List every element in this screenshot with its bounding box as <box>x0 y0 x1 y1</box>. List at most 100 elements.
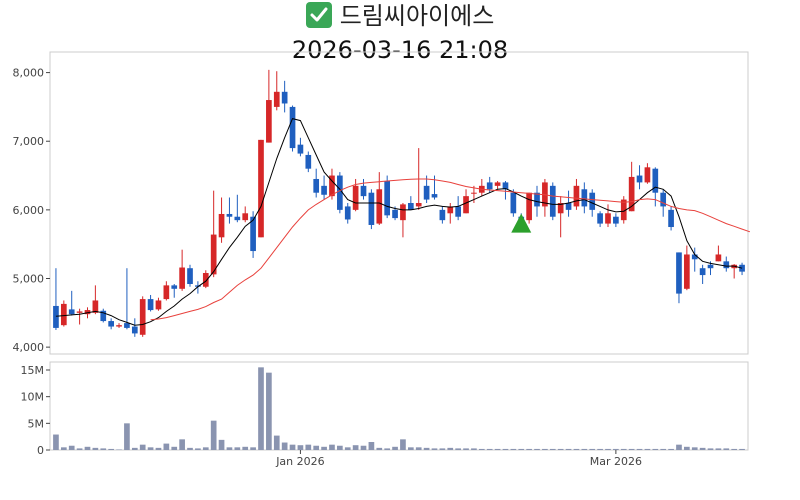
candle <box>289 105 296 152</box>
volume-bar <box>305 444 312 450</box>
volume-bar <box>494 448 501 450</box>
candle-body <box>368 192 375 225</box>
volume-bar <box>84 446 91 450</box>
candle-body <box>139 299 146 335</box>
volume-bar <box>92 447 99 450</box>
check-mark-icon <box>305 2 332 28</box>
volume-bar <box>195 448 201 450</box>
volume-bar <box>463 448 469 450</box>
candle <box>565 190 572 217</box>
candle-body <box>494 182 501 186</box>
candle <box>463 189 469 214</box>
candle <box>195 281 201 294</box>
candle-body <box>258 139 264 238</box>
candle-body <box>53 305 59 328</box>
candle-body <box>329 175 335 197</box>
volume-bar <box>202 447 209 450</box>
candle <box>171 283 178 298</box>
candle-body <box>644 167 651 183</box>
candle <box>676 252 682 304</box>
price-axis-label: 4,000 <box>13 341 45 354</box>
volume-bar <box>337 445 343 450</box>
price-axis-label: 8,000 <box>13 67 45 80</box>
candle <box>478 178 485 197</box>
candle-body <box>415 203 422 207</box>
chart-datetime: 2026-03-16 21:08 <box>291 36 509 64</box>
candle <box>131 318 138 337</box>
candle-body <box>242 213 249 221</box>
candle <box>620 196 627 224</box>
volume-axis-label: 15M <box>21 364 45 377</box>
volume-bar <box>384 448 391 450</box>
volume-bar <box>557 448 564 450</box>
candle-body <box>589 192 596 210</box>
candle-body <box>124 323 130 328</box>
volume-bar <box>660 448 667 450</box>
volume-bar <box>344 447 351 450</box>
candle-body <box>407 203 414 210</box>
candle-body <box>392 209 398 219</box>
volume-bar <box>171 446 178 450</box>
volume-bar <box>549 448 556 450</box>
volume-bar <box>502 448 509 450</box>
candle-body <box>620 199 627 221</box>
candle-body <box>447 206 454 214</box>
candle <box>557 196 564 238</box>
volume-axis-label: 0 <box>37 444 44 457</box>
volume-bar <box>589 448 596 450</box>
volume-bar <box>131 447 138 450</box>
candle <box>337 172 343 214</box>
volume-bar <box>360 445 367 450</box>
candle <box>407 196 414 210</box>
candle-body <box>92 300 99 313</box>
volume-bar <box>565 448 572 450</box>
candle <box>494 181 501 190</box>
candle-body <box>723 261 730 269</box>
volume-bar <box>210 420 217 450</box>
volume-bar <box>147 447 154 450</box>
volume-bar <box>179 439 185 450</box>
candle <box>76 308 83 325</box>
volume-bar <box>542 448 548 450</box>
candle-body <box>463 196 469 214</box>
volume-panel <box>53 367 745 450</box>
candle-body <box>376 189 383 224</box>
candle-body <box>344 206 351 220</box>
candle-body <box>187 268 193 284</box>
volume-bar <box>684 446 690 450</box>
volume-bar <box>242 446 249 450</box>
candle <box>242 206 249 223</box>
candle <box>258 139 264 238</box>
volume-bar <box>60 447 67 450</box>
candle <box>581 182 588 214</box>
volume-bar <box>376 447 383 450</box>
candle <box>502 181 509 200</box>
candle <box>218 197 225 243</box>
candle <box>542 178 548 217</box>
volume-bar <box>139 444 146 450</box>
volume-bar <box>739 448 745 450</box>
candle-body <box>163 285 170 300</box>
volume-bar <box>636 448 643 450</box>
candle <box>739 262 745 276</box>
candle-body <box>439 209 446 221</box>
volume-bar <box>313 445 320 450</box>
candle <box>187 264 193 287</box>
candle-body <box>352 185 359 210</box>
candle-body <box>155 300 162 310</box>
candle <box>321 175 327 200</box>
candle <box>368 189 375 230</box>
candle-body <box>281 91 288 104</box>
candle <box>376 172 383 225</box>
candle-body <box>226 213 233 217</box>
volume-bar <box>534 448 540 450</box>
volume-bar <box>707 448 714 450</box>
volume-bar <box>628 448 635 450</box>
candle-body <box>502 182 509 190</box>
price-panel <box>53 69 751 337</box>
candle <box>447 203 454 224</box>
volume-bar <box>266 372 272 450</box>
candle <box>613 213 619 228</box>
candle-body <box>573 185 580 207</box>
